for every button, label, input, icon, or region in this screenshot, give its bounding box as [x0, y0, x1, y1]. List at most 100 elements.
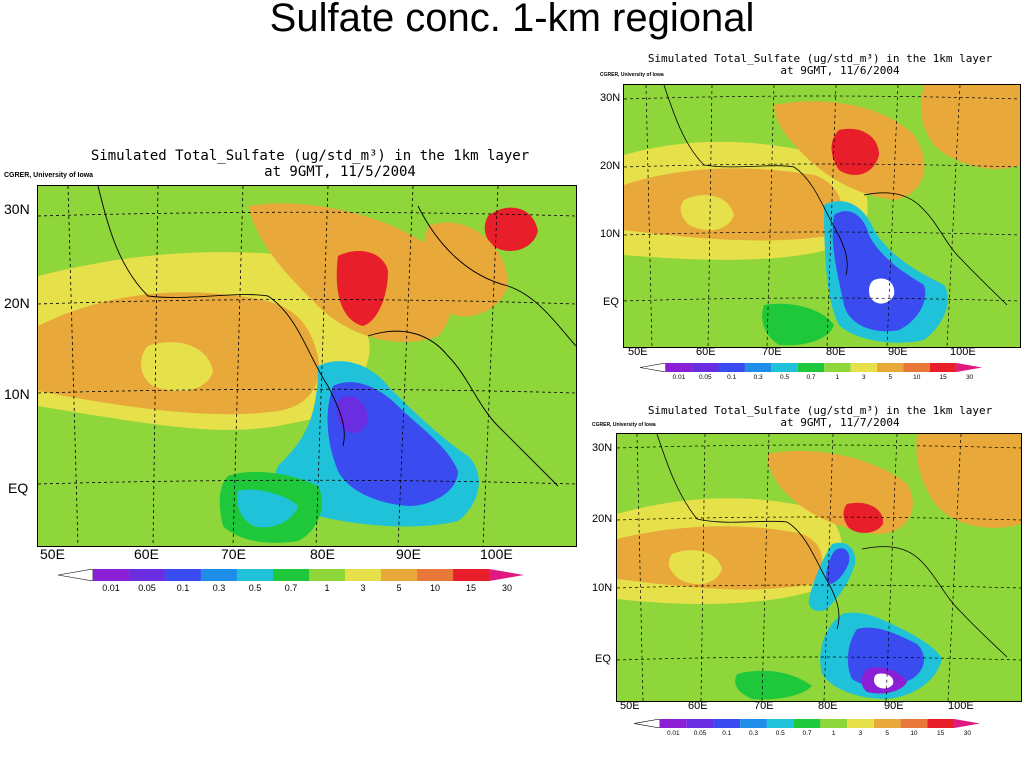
colorbar-level-label: 5: [885, 730, 890, 737]
colorbar-segment: [903, 363, 930, 372]
lat-label-10n: 10N: [592, 582, 613, 594]
colorbar-level-label: 10: [430, 583, 441, 593]
colorbar-level-label: 0.3: [753, 374, 763, 381]
colorbar-segment: [345, 569, 382, 581]
colorbar-level-label: 1: [324, 583, 330, 593]
colorbar-level-label: 1: [835, 374, 840, 381]
colorbar-level-label: 0.01: [102, 583, 120, 593]
lon-label-100e: 100E: [480, 546, 513, 562]
colorbar-level-label: 15: [939, 374, 947, 381]
colorbar-segment: [718, 363, 745, 372]
colorbar-level-label: 10: [913, 374, 921, 381]
colorbar-segment: [850, 363, 878, 372]
colorbar-level-label: 0.1: [176, 583, 190, 593]
colorbar-segment: [417, 569, 454, 581]
colorbar: 0.01 0.05 0.1 0.3 0.5 0.7 1 3 5 10 15 30: [58, 569, 524, 599]
colorbar-segment: [740, 719, 767, 728]
colorbar-segment: [665, 363, 693, 372]
lon-label-70e: 70E: [762, 346, 782, 358]
colorbar-segment: [797, 363, 825, 372]
lon-label-60e: 60E: [688, 700, 708, 712]
colorbar-segment: [824, 363, 851, 372]
colorbar-segment: [92, 569, 129, 581]
lon-label-80e: 80E: [818, 700, 838, 712]
panel-credit: CGRER, University of Iowa: [600, 72, 664, 78]
colorbar-segment: [128, 569, 165, 581]
colorbar-level-label: 0.5: [780, 374, 790, 381]
lon-label-70e: 70E: [221, 546, 246, 562]
colorbar-segment: [877, 363, 904, 372]
colorbar-segment: [793, 719, 821, 728]
colorbar-segment: [929, 363, 957, 372]
sulfate-map: [623, 84, 1021, 348]
lon-label-50e: 50E: [628, 346, 648, 358]
lat-label-10n: 10N: [4, 386, 30, 402]
colorbar-segment: [164, 569, 201, 581]
colorbar-level-label: 10: [910, 730, 918, 737]
colorbar-segment: [873, 719, 901, 728]
lon-label-90e: 90E: [396, 546, 421, 562]
lon-label-100e: 100E: [948, 700, 974, 712]
colorbar-level-label: 0.5: [248, 583, 262, 593]
colorbar-segment: [692, 363, 719, 372]
lat-label-20n: 20N: [592, 513, 613, 525]
colorbar-high-arrow: [954, 719, 980, 728]
colorbar-level-label: 5: [888, 374, 893, 381]
colorbar-segment: [686, 719, 714, 728]
panel-title-line1: Simulated Total_Sulfate (ug/std_m³) in t…: [90, 148, 530, 164]
lon-label-80e: 80E: [826, 346, 846, 358]
colorbar-level-label: 30: [965, 374, 974, 381]
colorbar-level-label: 0.01: [666, 730, 680, 737]
colorbar-segment: [927, 719, 955, 728]
lon-label-50e: 50E: [40, 546, 65, 562]
colorbar-level-label: 5: [396, 583, 402, 593]
colorbar-level-label: 0.3: [748, 730, 759, 737]
lat-label-eq: EQ: [8, 480, 29, 496]
lon-label-50e: 50E: [620, 700, 640, 712]
lon-label-70e: 70E: [754, 700, 774, 712]
lon-label-60e: 60E: [134, 546, 159, 562]
colorbar-segment: [713, 719, 741, 728]
colorbar-high-arrow: [489, 569, 524, 581]
colorbar-level-label: 1: [831, 730, 836, 737]
panel-credit: CGRER, University of Iowa: [4, 172, 94, 179]
colorbar-low-arrow: [58, 569, 94, 581]
colorbar-segment: [236, 569, 273, 581]
colorbar-segment: [453, 569, 490, 581]
colorbar-level-label: 30: [963, 730, 972, 737]
lat-label-20n: 20N: [600, 160, 621, 172]
colorbar-segment: [309, 569, 346, 581]
colorbar-level-label: 0.05: [698, 374, 712, 381]
panel-title-line1: Simulated Total_Sulfate (ug/std_m³) in t…: [647, 404, 993, 417]
colorbar-level-label: 0.5: [775, 730, 785, 737]
colorbar-segment: [659, 719, 687, 728]
colorbar-level-label: 0.05: [693, 730, 707, 737]
colorbar-level-label: 0.05: [138, 583, 156, 593]
sulfate-map: [616, 433, 1022, 702]
colorbar-level-label: 0.7: [284, 583, 298, 593]
lat-label-30n: 30N: [4, 201, 30, 217]
colorbar-level-label: 3: [858, 730, 863, 737]
slide-title: Sulfate conc. 1-km regional: [269, 0, 755, 40]
colorbar: 0.01 0.05 0.1 0.3 0.5 0.7 1 3 5 10 15 30: [634, 719, 980, 741]
lon-label-80e: 80E: [310, 546, 335, 562]
lat-label-30n: 30N: [600, 92, 621, 104]
lat-label-10n: 10N: [600, 228, 621, 240]
panel-title-line2: at 9GMT, 11/5/2004: [264, 164, 416, 180]
panel-credit: CGRER, University of Iowa: [592, 422, 656, 428]
colorbar-segment: [847, 719, 874, 728]
colorbar-segment: [771, 363, 798, 372]
lat-label-30n: 30N: [592, 442, 613, 454]
colorbar-level-label: 3: [360, 583, 366, 593]
colorbar-level-label: 0.01: [672, 374, 686, 381]
lon-label-100e: 100E: [950, 346, 976, 358]
lon-label-90e: 90E: [884, 700, 904, 712]
colorbar-segment: [272, 569, 310, 581]
colorbar-level-label: 0.7: [802, 730, 812, 737]
colorbar-segment: [744, 363, 772, 372]
panel-title-line2: at 9GMT, 11/6/2004: [780, 64, 900, 77]
panel-title-line2: at 9GMT, 11/7/2004: [780, 416, 900, 429]
colorbar-level-label: 30: [502, 583, 513, 593]
colorbar-low-arrow: [640, 363, 666, 372]
sulfate-map: [37, 185, 577, 547]
